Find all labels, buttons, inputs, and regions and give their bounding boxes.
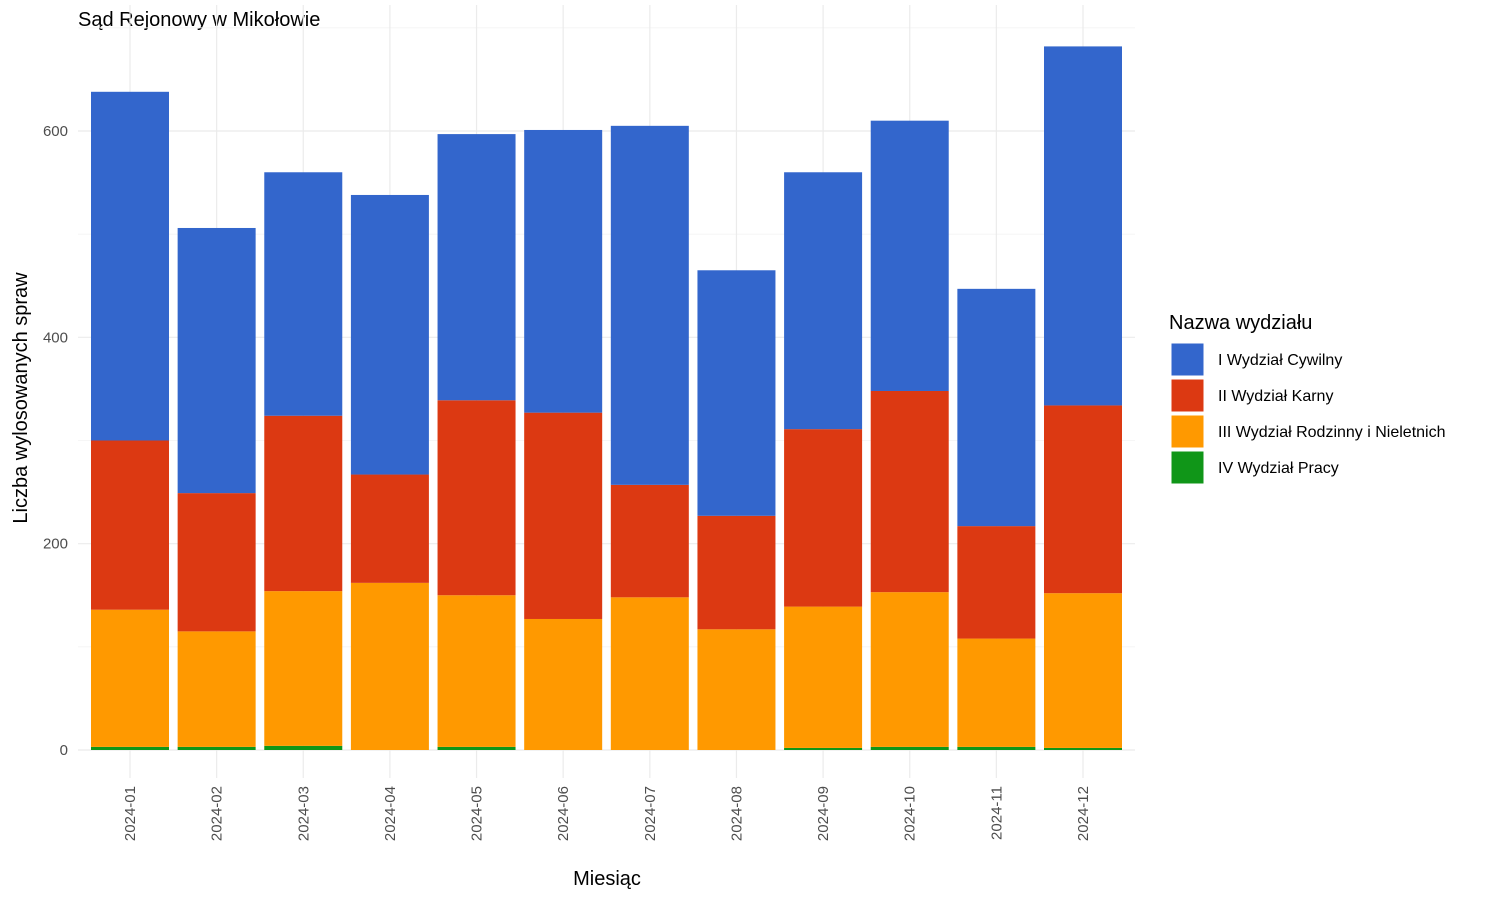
legend-title: Nazwa wydziału xyxy=(1169,312,1312,334)
x-tick-label: 2024-01 xyxy=(122,786,139,841)
legend-label: IV Wydział Pracy xyxy=(1218,460,1339,477)
bar-segment-2024-03-s1 xyxy=(264,591,343,746)
bar-segment-2024-03-s2 xyxy=(264,415,343,592)
x-tick-label: 2024-10 xyxy=(902,786,919,841)
bar-segment-2024-04-s1 xyxy=(350,582,429,750)
x-tick-label: 2024-05 xyxy=(469,786,486,841)
bar-segment-2024-01-s1 xyxy=(91,609,169,747)
x-tick-label: 2024-12 xyxy=(1075,786,1092,841)
bar-segment-2024-07-s3 xyxy=(610,125,689,485)
bar-segment-2024-03-s0 xyxy=(264,745,343,750)
legend-label: II Wydział Karny xyxy=(1218,388,1333,405)
bar-segment-2024-06-s2 xyxy=(524,412,603,619)
x-tick-label: 2024-02 xyxy=(209,786,226,841)
bar-segment-2024-08-s3 xyxy=(697,270,776,516)
bar-segment-2024-12-s0 xyxy=(1044,747,1122,750)
y-axis-title: Liczba wylosowanych spraw xyxy=(10,272,32,524)
bar-segment-2024-06-s1 xyxy=(524,618,603,750)
y-tick-label: 600 xyxy=(43,123,68,140)
bar-segment-2024-12-s1 xyxy=(1044,593,1122,748)
bar-segment-2024-08-s1 xyxy=(697,629,776,750)
legend: Nazwa wydziału I Wydział Cywilny II Wydzi… xyxy=(1169,312,1446,485)
bar-segment-2024-09-s0 xyxy=(784,747,863,750)
legend-key xyxy=(1170,378,1205,413)
x-axis-ticks: 2024-01 2024-02 2024-03 2024-04 2024-05 2024-… xyxy=(122,786,1092,841)
bar-segment-2024-09-s2 xyxy=(784,429,863,607)
x-tick-label: 2024-09 xyxy=(815,786,832,841)
bar-segment-2024-01-s2 xyxy=(91,440,169,610)
y-tick-label: 200 xyxy=(43,536,68,553)
bar-segment-2024-02-s2 xyxy=(177,493,256,632)
bar-segment-2024-07-s2 xyxy=(610,484,689,598)
bar-segment-2024-10-s1 xyxy=(870,592,949,747)
bar-segment-2024-04-s3 xyxy=(350,194,429,475)
legend-key xyxy=(1170,450,1205,485)
bar-segment-2024-05-s1 xyxy=(437,595,516,747)
bar-segment-2024-03-s3 xyxy=(264,172,343,416)
bar-segment-2024-11-s1 xyxy=(957,638,1036,747)
bar-segment-2024-11-s2 xyxy=(957,526,1036,639)
x-axis-title: Miesiąc xyxy=(573,868,641,890)
bar-segment-2024-02-s1 xyxy=(177,631,256,747)
x-tick-label: 2024-11 xyxy=(988,786,1005,840)
y-tick-label: 400 xyxy=(43,329,68,346)
bar-segment-2024-10-s3 xyxy=(870,120,949,391)
bar-segment-2024-05-s0 xyxy=(437,746,516,750)
bar-segment-2024-04-s2 xyxy=(350,474,429,583)
bar-segment-2024-10-s0 xyxy=(870,746,949,750)
x-tick-label: 2024-03 xyxy=(295,786,312,841)
bar-segment-2024-09-s3 xyxy=(784,172,863,430)
bar-segment-2024-05-s3 xyxy=(437,134,516,401)
y-axis-ticks: 0 200 400 600 xyxy=(43,123,68,759)
bar-segment-2024-09-s1 xyxy=(784,606,863,748)
legend-label: I Wydział Cywilny xyxy=(1218,352,1342,369)
bar-segment-2024-02-s3 xyxy=(177,227,256,494)
bar-segment-2024-12-s3 xyxy=(1044,46,1122,406)
chart-title: Sąd Rejonowy w Mikołowie xyxy=(78,9,320,31)
legend-label: III Wydział Rodzinny i Nieletnich xyxy=(1218,424,1446,441)
bar-segment-2024-01-s3 xyxy=(91,91,169,441)
bar-segment-2024-11-s3 xyxy=(957,288,1036,527)
bar-segment-2024-12-s2 xyxy=(1044,405,1122,594)
legend-key xyxy=(1170,414,1205,449)
bar-segment-2024-01-s0 xyxy=(91,746,169,750)
x-tick-label: 2024-07 xyxy=(642,786,659,841)
bar-segment-2024-05-s2 xyxy=(437,400,516,596)
bars xyxy=(91,46,1122,750)
bar-segment-2024-02-s0 xyxy=(177,746,256,750)
bar-segment-2024-08-s2 xyxy=(697,515,776,630)
bar-segment-2024-06-s3 xyxy=(524,129,603,413)
y-tick-label: 0 xyxy=(60,742,68,759)
bar-segment-2024-10-s2 xyxy=(870,390,949,593)
bar-segment-2024-07-s1 xyxy=(610,597,689,750)
bar-segment-2024-11-s0 xyxy=(957,746,1036,750)
x-tick-label: 2024-06 xyxy=(555,786,572,841)
x-tick-label: 2024-04 xyxy=(382,786,399,841)
legend-key xyxy=(1170,342,1205,377)
x-tick-label: 2024-08 xyxy=(728,786,745,841)
